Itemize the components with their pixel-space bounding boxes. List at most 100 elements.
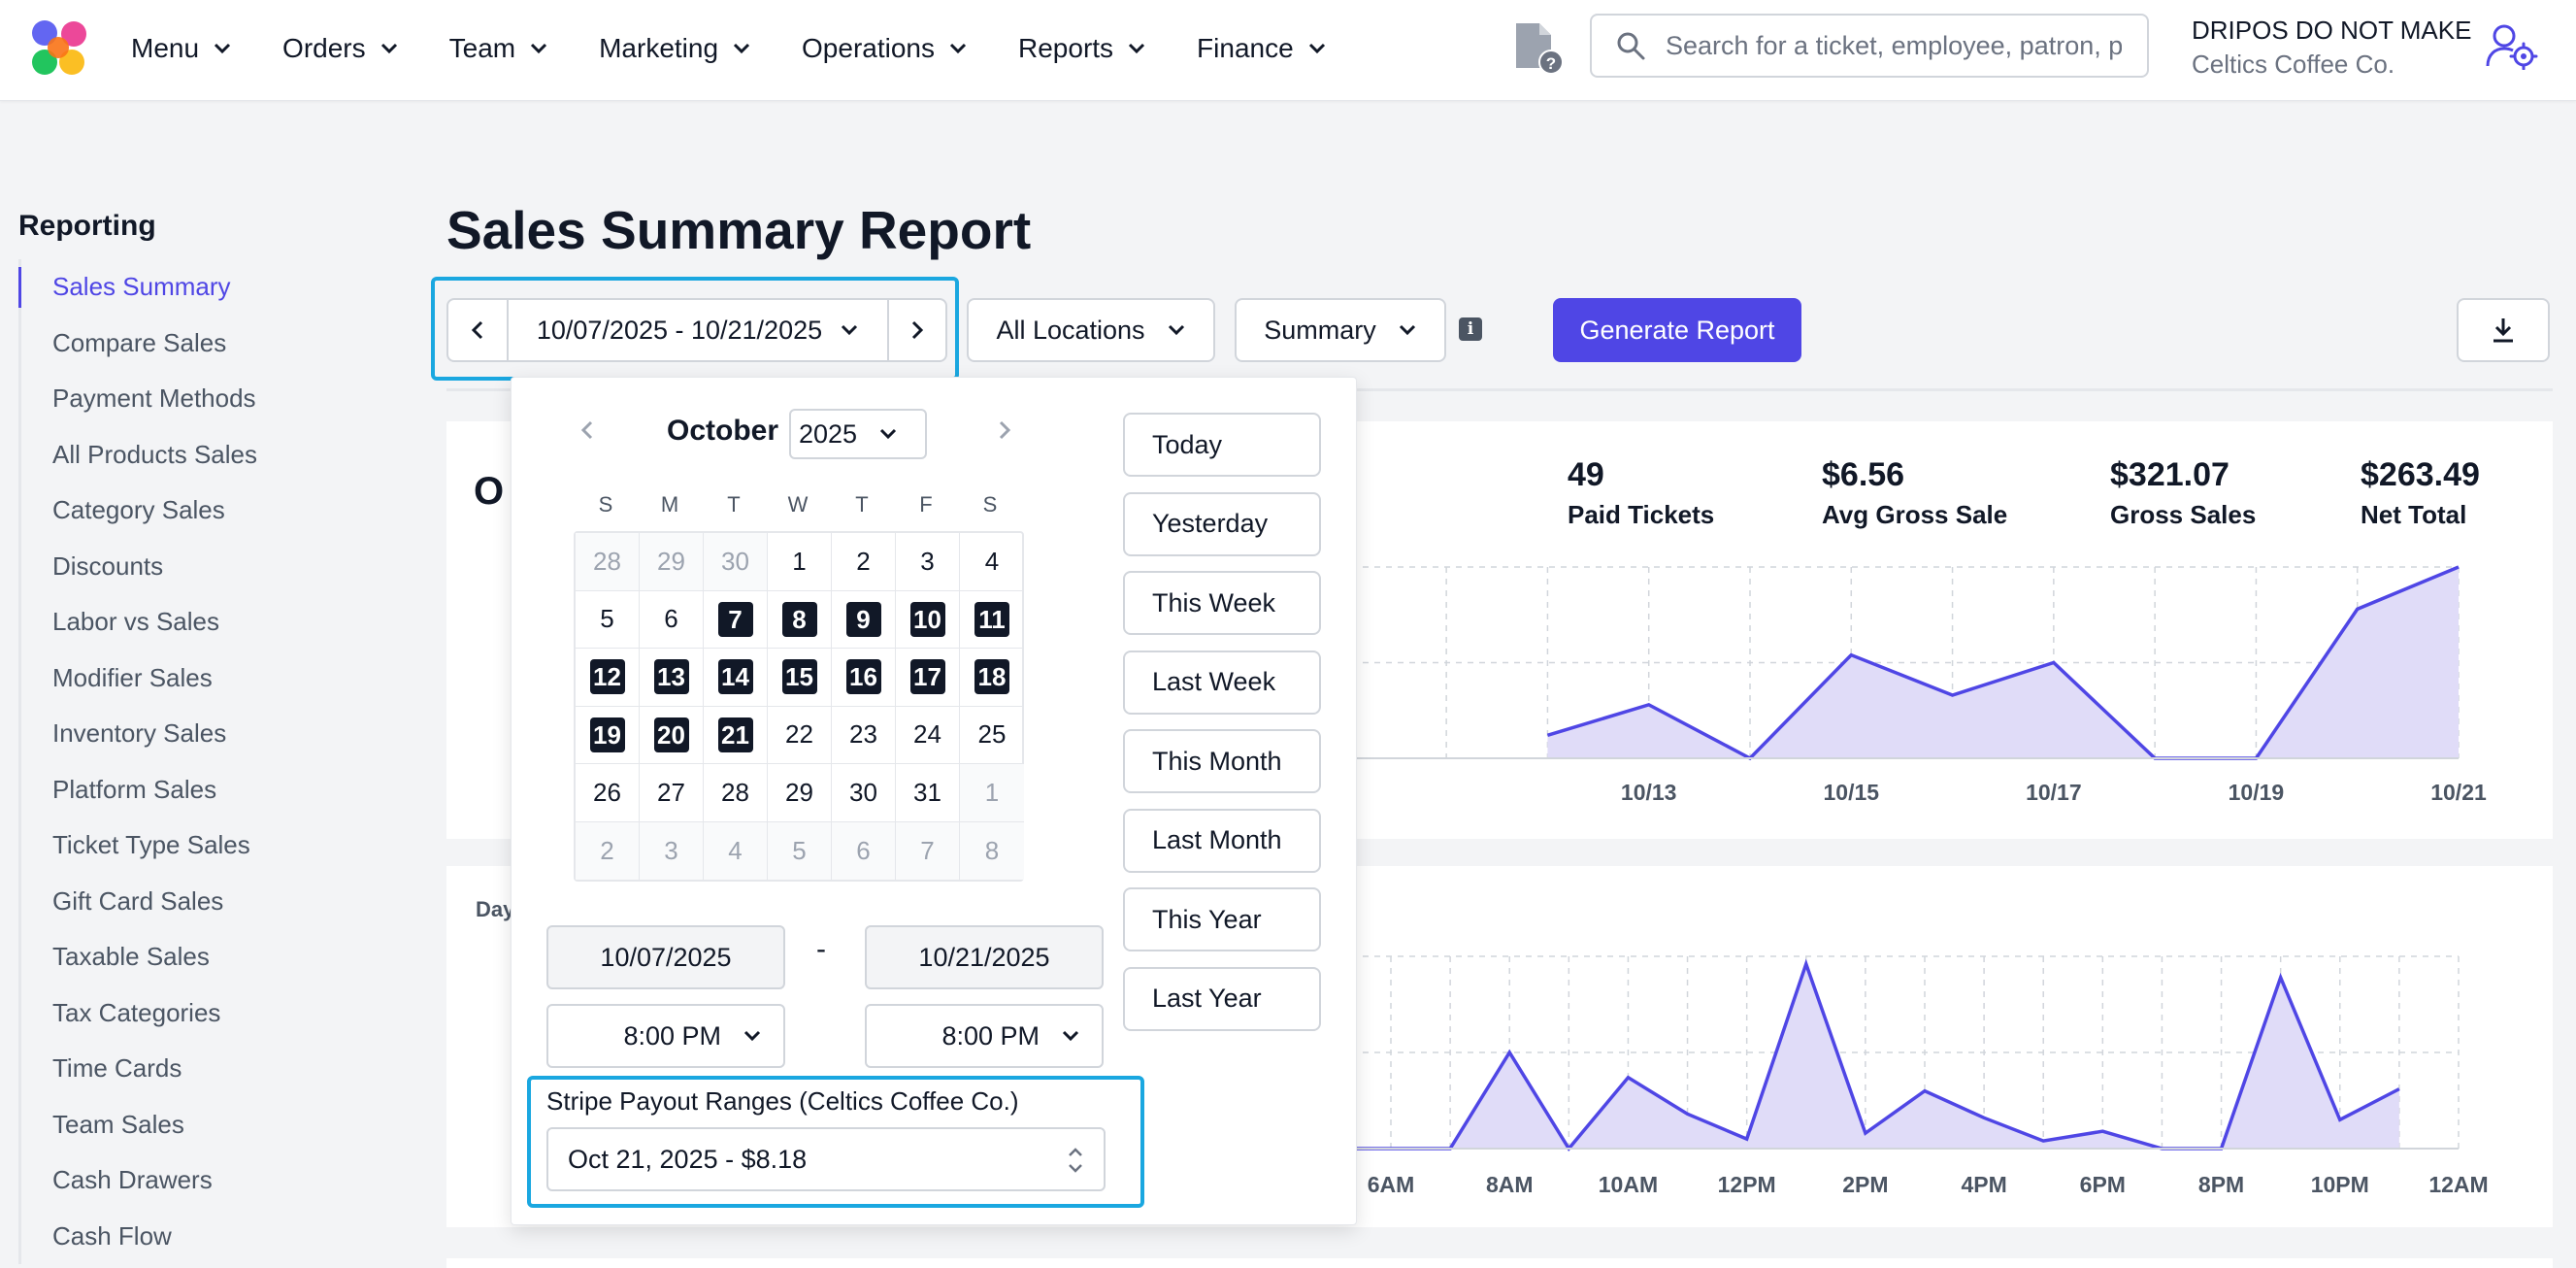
chevron-down-icon <box>949 43 967 54</box>
end-date-input[interactable]: 10/21/2025 <box>865 925 1104 989</box>
calendar-day-selected[interactable]: 7 <box>704 590 768 649</box>
sidebar-item-labor-vs-sales[interactable]: Labor vs Sales <box>52 607 219 636</box>
sidebar-item-platform-sales[interactable]: Platform Sales <box>52 774 217 804</box>
calendar-day-selected[interactable]: 8 <box>768 590 832 649</box>
calendar-day[interactable]: 24 <box>896 706 960 764</box>
calendar-day[interactable]: 4 <box>704 821 768 880</box>
quick-range-last-year[interactable]: Last Year <box>1123 966 1321 1031</box>
calendar-day[interactable]: 31 <box>896 764 960 822</box>
sidebar-item-gift-card-sales[interactable]: Gift Card Sales <box>52 885 224 916</box>
sidebar-item-cash-drawers[interactable]: Cash Drawers <box>52 1165 213 1194</box>
sidebar-item-all-products-sales[interactable]: All Products Sales <box>52 439 257 469</box>
quick-range-last-week[interactable]: Last Week <box>1123 650 1321 715</box>
next-month-icon[interactable] <box>997 418 1012 442</box>
help-document-icon[interactable]: ? <box>1510 21 1565 76</box>
generate-report-button[interactable]: Generate Report <box>1553 298 1801 362</box>
sidebar-item-sales-summary[interactable]: Sales Summary <box>18 259 348 316</box>
calendar-day[interactable]: 4 <box>960 533 1024 591</box>
calendar-day[interactable]: 3 <box>640 821 704 880</box>
download-button[interactable] <box>2457 298 2550 362</box>
calendar-day[interactable]: 3 <box>896 533 960 591</box>
quick-range-this-week[interactable]: This Week <box>1123 571 1321 635</box>
end-time-dropdown[interactable]: 8:00 PM <box>865 1004 1104 1068</box>
sidebar-item-tax-categories[interactable]: Tax Categories <box>52 997 221 1027</box>
sidebar-item-team-sales[interactable]: Team Sales <box>52 1109 184 1139</box>
calendar-day-selected[interactable]: 16 <box>832 649 896 707</box>
calendar-day-selected[interactable]: 18 <box>960 649 1024 707</box>
sidebar-item-discounts[interactable]: Discounts <box>52 551 164 581</box>
previous-range-button[interactable] <box>448 300 509 360</box>
quick-range-this-month[interactable]: This Month <box>1123 729 1321 793</box>
start-date-input[interactable]: 10/07/2025 <box>546 925 785 989</box>
account-info[interactable]: DRIPOS DO NOT MAKE Celtics Coffee Co. <box>2192 14 2471 82</box>
calendar-day[interactable]: 6 <box>640 590 704 649</box>
calendar-day[interactable]: 29 <box>768 764 832 822</box>
nav-item-marketing[interactable]: Marketing <box>599 33 751 64</box>
chevron-down-icon <box>531 43 547 54</box>
calendar-day-selected[interactable]: 11 <box>960 591 1024 649</box>
user-settings-icon[interactable] <box>2485 23 2539 70</box>
sidebar-item-payment-methods[interactable]: Payment Methods <box>52 384 256 413</box>
calendar-day-selected[interactable]: 10 <box>896 590 960 649</box>
sidebar-item-category-sales[interactable]: Category Sales <box>52 495 225 524</box>
calendar-day[interactable]: 5 <box>576 590 640 649</box>
calendar-day-selected[interactable]: 14 <box>704 649 768 707</box>
calendar-day[interactable]: 23 <box>832 706 896 764</box>
sidebar-item-inventory-sales[interactable]: Inventory Sales <box>52 718 227 748</box>
search-input[interactable] <box>1666 30 2122 61</box>
quick-range-today[interactable]: Today <box>1123 413 1321 477</box>
calendar-day[interactable]: 30 <box>704 533 768 591</box>
calendar-day[interactable]: 7 <box>896 821 960 880</box>
report-view-dropdown[interactable]: Summary <box>1235 298 1446 362</box>
calendar-day[interactable]: 28 <box>576 533 640 591</box>
calendar-day-selected[interactable]: 12 <box>576 649 640 707</box>
sidebar-item-ticket-type-sales[interactable]: Ticket Type Sales <box>52 830 250 859</box>
chevron-down-icon <box>214 43 231 54</box>
calendar-day-selected[interactable]: 13 <box>640 649 704 707</box>
calendar-day-selected[interactable]: 9 <box>832 590 896 649</box>
next-range-button[interactable] <box>889 300 945 360</box>
calendar-day[interactable]: 30 <box>832 764 896 822</box>
date-range-dropdown[interactable]: 10/07/2025 - 10/21/2025 <box>509 300 889 360</box>
calendar-day[interactable]: 28 <box>704 764 768 822</box>
sidebar-item-taxable-sales[interactable]: Taxable Sales <box>52 942 210 971</box>
nav-item-operations[interactable]: Operations <box>802 33 968 64</box>
calendar-day[interactable]: 6 <box>832 821 896 880</box>
info-icon[interactable]: i <box>1459 317 1482 341</box>
calendar-day[interactable]: 1 <box>960 764 1024 822</box>
start-time-dropdown[interactable]: 8:00 PM <box>546 1004 785 1068</box>
quick-range-yesterday[interactable]: Yesterday <box>1123 491 1321 556</box>
calendar-year-dropdown[interactable]: 2025 <box>789 409 927 459</box>
sidebar-item-time-cards[interactable]: Time Cards <box>52 1053 182 1083</box>
nav-item-menu[interactable]: Menu <box>131 33 232 64</box>
sidebar-item-compare-sales[interactable]: Compare Sales <box>52 327 227 357</box>
calendar-day-selected[interactable]: 15 <box>768 649 832 707</box>
nav-item-reports[interactable]: Reports <box>1018 33 1146 64</box>
calendar-day-selected[interactable]: 20 <box>640 706 704 764</box>
calendar-day-selected[interactable]: 21 <box>704 706 768 764</box>
sidebar-item-modifier-sales[interactable]: Modifier Sales <box>52 662 213 692</box>
quick-range-last-month[interactable]: Last Month <box>1123 808 1321 873</box>
calendar-day[interactable]: 29 <box>640 533 704 591</box>
payout-range-select[interactable]: Oct 21, 2025 - $8.18 <box>546 1127 1106 1191</box>
calendar-day[interactable]: 22 <box>768 706 832 764</box>
app-logo-icon[interactable] <box>29 17 91 80</box>
sidebar-item-cash-flow[interactable]: Cash Flow <box>52 1220 172 1251</box>
calendar-day-selected[interactable]: 17 <box>896 649 960 707</box>
nav-item-orders[interactable]: Orders <box>282 33 399 64</box>
global-search-box[interactable] <box>1590 14 2149 78</box>
nav-item-finance[interactable]: Finance <box>1197 33 1327 64</box>
nav-item-team[interactable]: Team <box>449 33 548 64</box>
quick-range-this-year[interactable]: This Year <box>1123 887 1321 951</box>
previous-month-icon[interactable] <box>579 418 595 442</box>
calendar-day[interactable]: 5 <box>768 821 832 880</box>
calendar-day[interactable]: 8 <box>960 821 1024 880</box>
calendar-day[interactable]: 25 <box>960 707 1024 764</box>
calendar-day-selected[interactable]: 19 <box>576 706 640 764</box>
calendar-day[interactable]: 2 <box>832 533 896 591</box>
calendar-day[interactable]: 26 <box>576 764 640 822</box>
calendar-day[interactable]: 2 <box>576 821 640 880</box>
calendar-day[interactable]: 1 <box>768 533 832 591</box>
calendar-day[interactable]: 27 <box>640 764 704 822</box>
locations-dropdown[interactable]: All Locations <box>967 298 1215 362</box>
